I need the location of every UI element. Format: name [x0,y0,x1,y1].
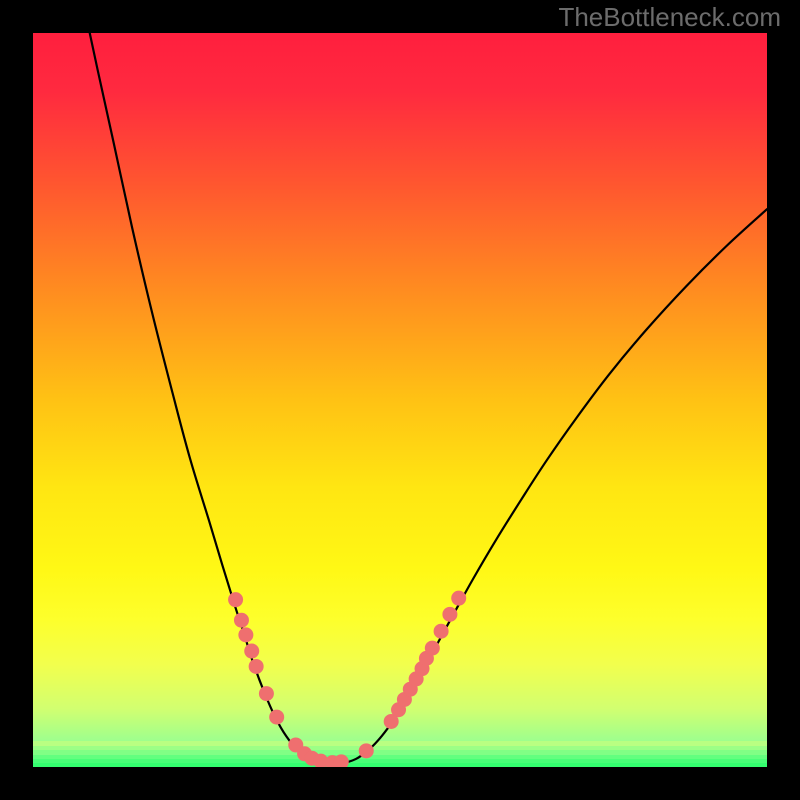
bottleneck-curve [87,33,767,764]
curve-marker [419,651,434,666]
curve-marker [415,661,430,676]
curve-marker [442,607,457,622]
chart-plot-area [33,33,767,767]
curve-marker [269,710,284,725]
curve-marker [384,714,399,729]
curve-marker [391,702,406,717]
curve-marker [451,591,466,606]
curve-marker [425,641,440,656]
curve-marker [238,627,253,642]
curve-marker [434,624,449,639]
curve-marker [234,613,249,628]
curve-marker [397,692,412,707]
curve-marker [244,644,259,659]
green-stripe [33,763,767,767]
curve-marker [409,671,424,686]
curve-marker [259,686,274,701]
curve-marker [249,659,264,674]
chart-svg-layer [33,33,767,767]
curve-marker [228,592,243,607]
curve-marker [403,682,418,697]
